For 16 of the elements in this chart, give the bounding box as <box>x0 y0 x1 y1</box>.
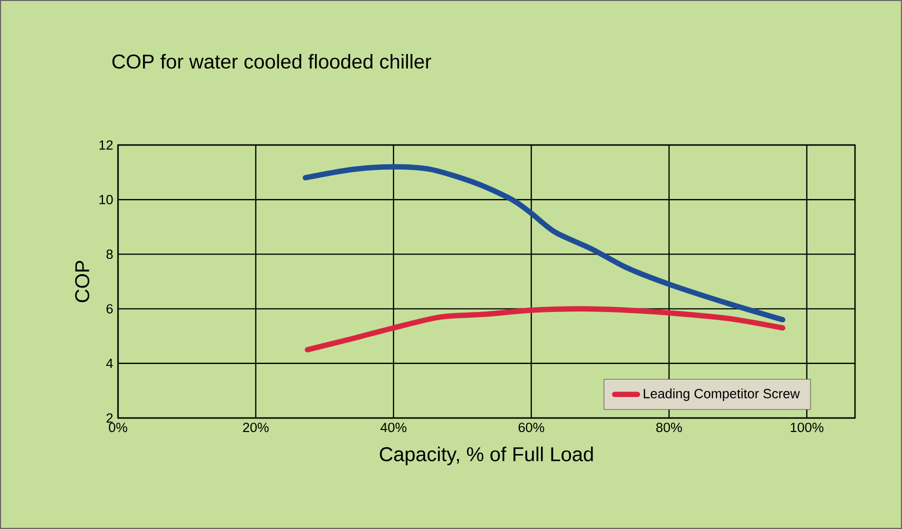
x-axis-title: Capacity, % of Full Load <box>380 446 593 466</box>
x-tick-label: 60% <box>518 422 544 432</box>
x-tick-label: 80% <box>656 422 682 432</box>
y-tick-label: 6 <box>106 304 113 314</box>
y-tick-label: 2 <box>106 413 113 423</box>
y-tick-label: 10 <box>99 194 113 204</box>
x-tick-label: 100% <box>790 422 824 432</box>
legend-label: Leading Competitor Screw <box>644 388 800 401</box>
y-tick-label: 8 <box>106 249 113 259</box>
x-tick-label: 20% <box>243 422 269 432</box>
x-tick-label: 40% <box>380 422 406 432</box>
x-tick-label: 0% <box>108 422 128 432</box>
y-tick-label: 4 <box>106 358 113 368</box>
chart-title: COP for water cooled flooded chiller <box>112 54 432 69</box>
y-axis-title: COP <box>75 260 90 302</box>
y-tick-label: 12 <box>99 140 113 150</box>
